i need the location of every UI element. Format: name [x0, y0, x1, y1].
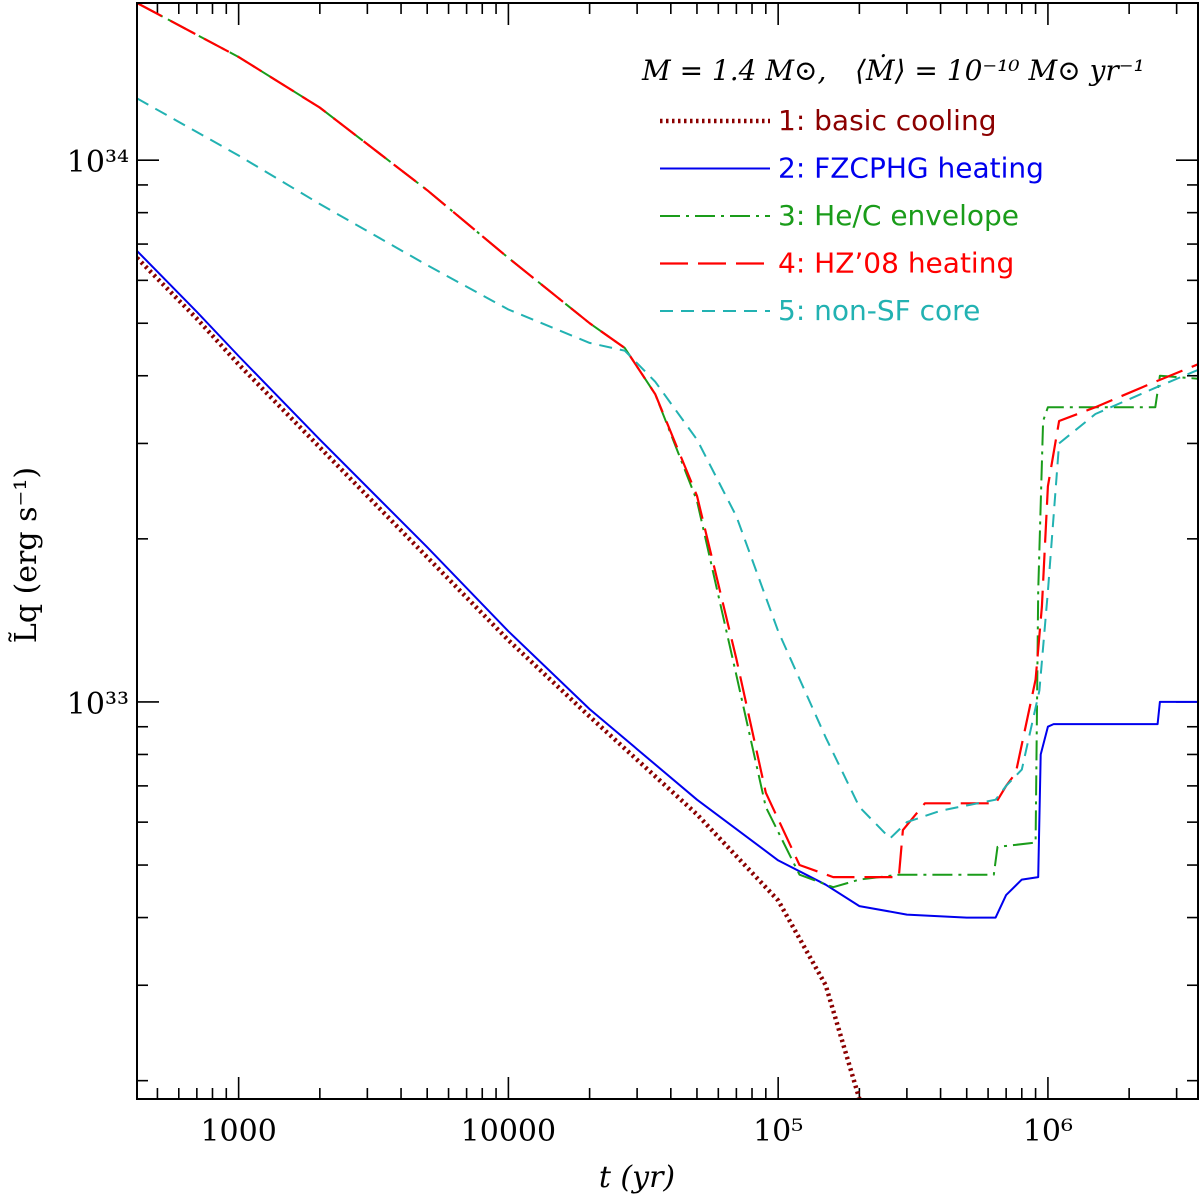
series-line-1: [137, 256, 862, 1099]
plot-frame: [136, 2, 1199, 1100]
legend-label-1: 1: basic cooling: [778, 104, 996, 137]
legend-label-4: 4: HZ’08 heating: [778, 247, 1014, 280]
tick-labels: 1000 10000 10⁵ 10⁶ 10³³ 10³⁴: [67, 145, 1073, 1149]
x-tick-label: 10⁶: [1023, 1114, 1073, 1149]
series-line-4: [137, 3, 1198, 879]
x-tick-label: 10000: [461, 1114, 556, 1149]
legend: 1: basic cooling 2: FZCPHG heating 3: He/C…: [660, 104, 1044, 327]
legend-label-3: 3: He/C envelope: [778, 199, 1019, 232]
series-layer: [137, 3, 1198, 1099]
series-line-5: [137, 97, 1198, 840]
series-line-3: [137, 3, 1198, 889]
x-tick-label: 10⁵: [753, 1114, 803, 1149]
title-mass: M = 1.4 M⊙,: [641, 54, 826, 87]
legend-label-2: 2: FZCPHG heating: [778, 152, 1044, 185]
y-axis-label: L̃q (erg s⁻¹): [9, 467, 44, 643]
y-tick-label: 10³³: [67, 687, 129, 722]
y-tick-label: 10³⁴: [67, 145, 129, 180]
x-tick-label: 1000: [200, 1114, 276, 1149]
title-accretion: ⟨Ṁ⟩ = 10⁻¹⁰ M⊙ yr⁻¹: [855, 54, 1145, 87]
chart-title: M = 1.4 M⊙, ⟨Ṁ⟩ = 10⁻¹⁰ M⊙ yr⁻¹: [641, 54, 1145, 87]
x-axis-label: t (yr): [599, 1160, 675, 1195]
axis-ticks: [137, 3, 1198, 1099]
series-line-2: [137, 250, 1198, 919]
legend-label-5: 5: non-SF core: [778, 294, 980, 327]
